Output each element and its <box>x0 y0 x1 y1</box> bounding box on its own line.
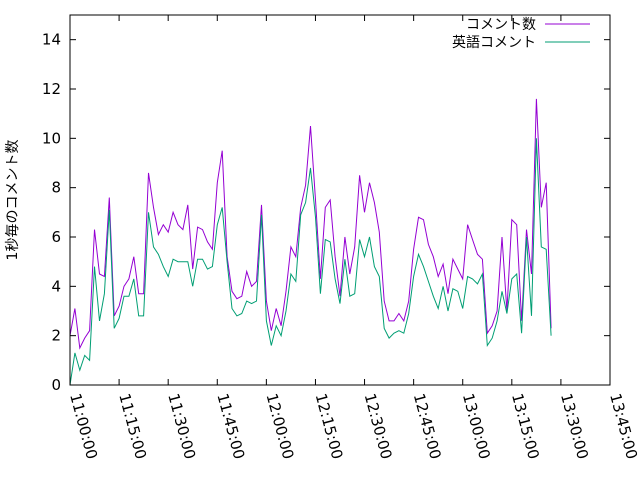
legend: コメント数 英語コメント <box>452 17 590 51</box>
series-line-comments <box>69 98 552 350</box>
y-tick-label: 0 <box>51 376 61 394</box>
x-tick-label: 11:15:00 <box>115 391 150 461</box>
plot-frame <box>69 14 611 386</box>
y-tick-label: 12 <box>42 80 61 98</box>
x-tick-label: 12:15:00 <box>312 391 347 461</box>
series-line-english <box>69 138 552 386</box>
axes <box>69 14 611 386</box>
x-tick-label: 11:00:00 <box>66 391 101 461</box>
y-tick-label: 4 <box>51 277 61 295</box>
y-tick-label: 8 <box>51 179 61 197</box>
x-tick-label: 13:30:00 <box>557 391 592 461</box>
y-tick-label: 14 <box>42 31 61 49</box>
y-tick-label: 2 <box>51 327 61 345</box>
x-tick-label: 13:15:00 <box>508 391 543 461</box>
x-tick-label: 13:00:00 <box>459 391 494 461</box>
y-tick-label: 6 <box>51 228 61 246</box>
legend-label-english: 英語コメント <box>452 34 536 51</box>
ticks: 0 2 4 6 8 10 12 14 11:00:00 11:15:00 11:30:00 11:45… <box>42 15 640 461</box>
x-tick-label: 11:30:00 <box>164 391 199 461</box>
x-tick-label: 11:45:00 <box>213 391 248 461</box>
y-tick-label: 10 <box>42 129 61 147</box>
y-axis-label: 1秒毎のコメント数 <box>5 140 21 261</box>
x-tick-label: 12:30:00 <box>361 391 396 461</box>
x-tick-label: 12:00:00 <box>262 391 297 461</box>
legend-label-comments: コメント数 <box>466 17 536 33</box>
plot-marks <box>69 98 552 386</box>
x-tick-label: 13:45:00 <box>606 391 640 461</box>
x-tick-label: 12:45:00 <box>410 391 445 461</box>
